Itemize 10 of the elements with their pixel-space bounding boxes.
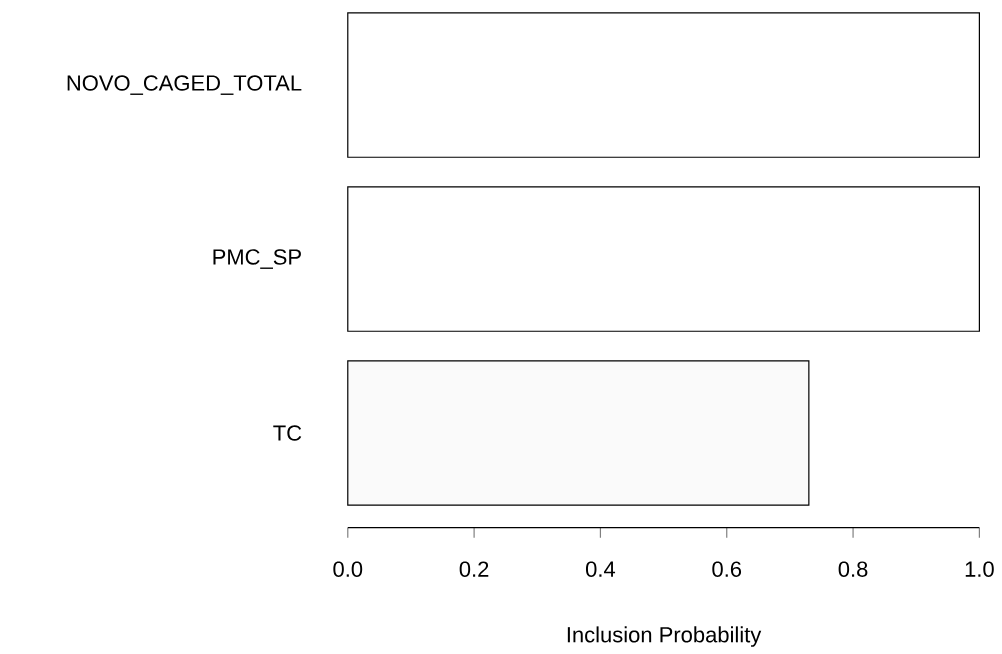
x-tick-label: 0.2 (459, 561, 489, 577)
x-tick-label: 0.4 (585, 561, 616, 577)
x-tick-label: 0.8 (838, 561, 868, 577)
x-tick-label: 1.0 (965, 561, 994, 577)
y-tick-label: TC (273, 425, 302, 441)
x-tick-label: 0.6 (712, 561, 742, 577)
x-tick-label: 0.0 (333, 561, 363, 577)
y-tick-label: PMC_SP (213, 249, 301, 269)
y-tick-label: NOVO_CAGED_TOTAL (67, 75, 302, 95)
x-axis-title: Inclusion Probability (567, 626, 762, 647)
